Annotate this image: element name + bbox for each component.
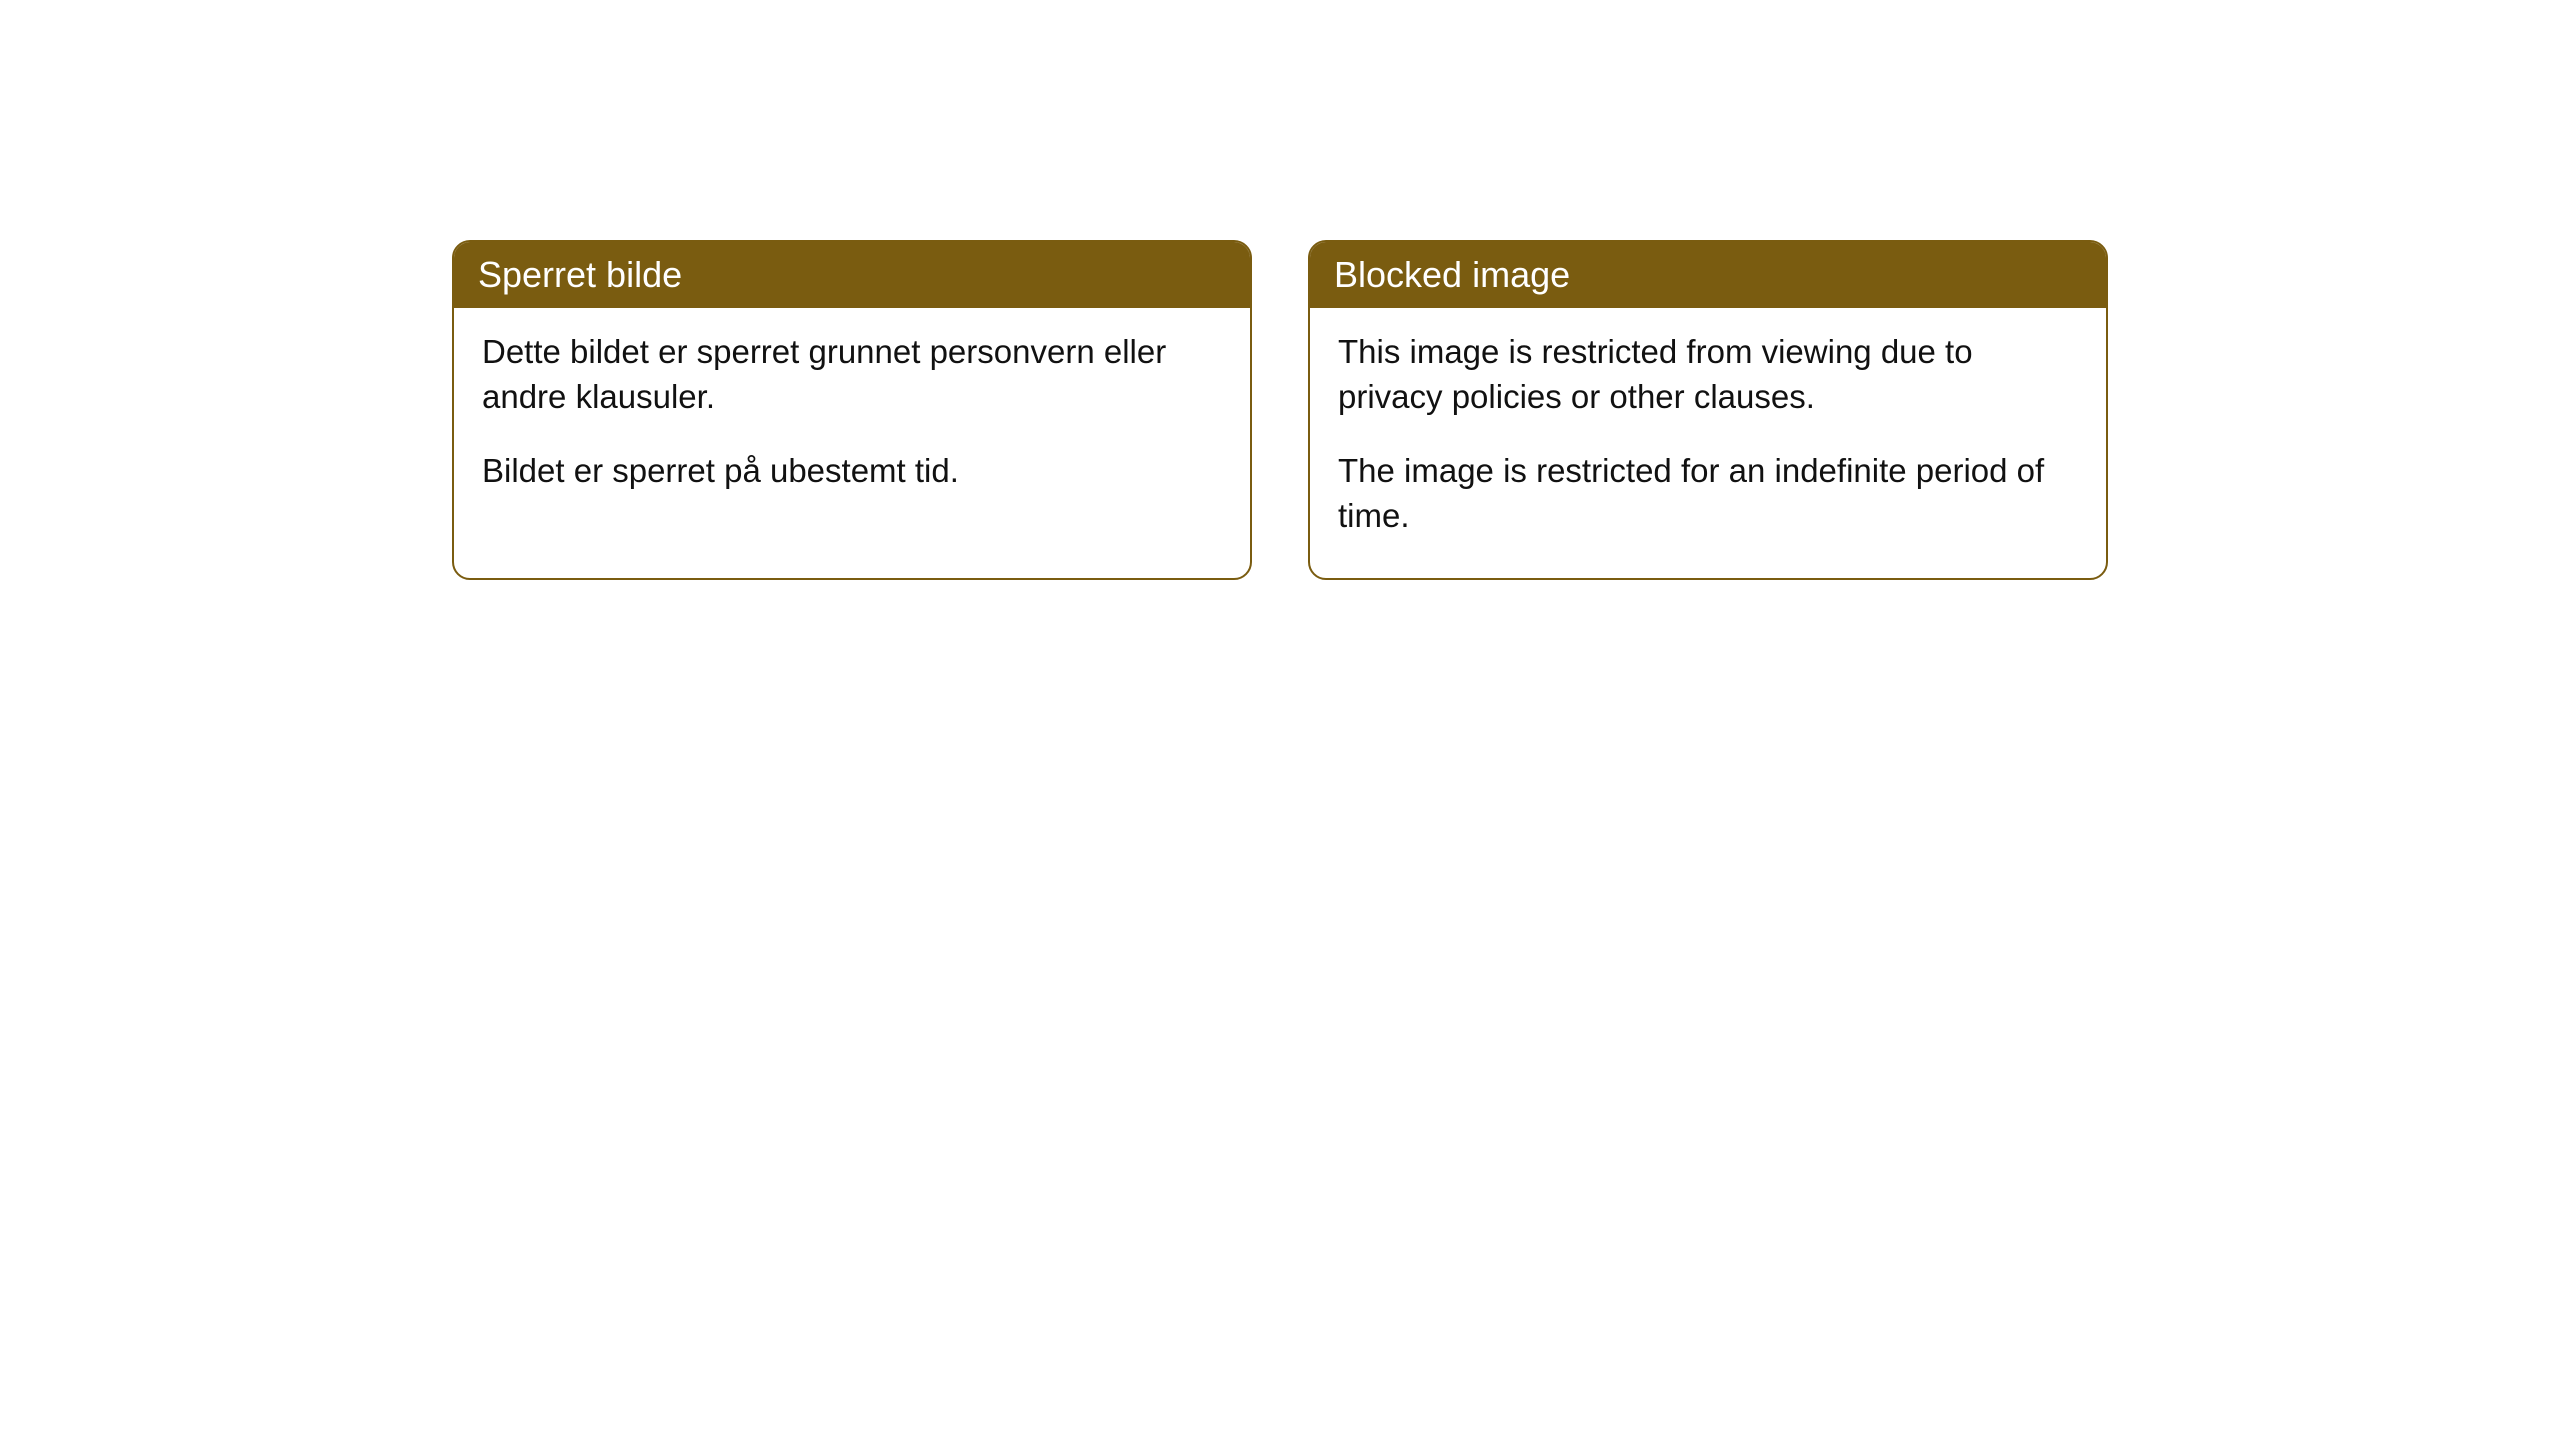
cards-container: Sperret bilde Dette bildet er sperret gr…: [452, 240, 2560, 580]
card-header-english: Blocked image: [1310, 242, 2106, 308]
card-body-norwegian: Dette bildet er sperret grunnet personve…: [454, 308, 1250, 534]
card-paragraph-1-english: This image is restricted from viewing du…: [1338, 330, 2078, 419]
card-paragraph-2-norwegian: Bildet er sperret på ubestemt tid.: [482, 449, 1222, 494]
notice-card-norwegian: Sperret bilde Dette bildet er sperret gr…: [452, 240, 1252, 580]
card-body-english: This image is restricted from viewing du…: [1310, 308, 2106, 578]
notice-card-english: Blocked image This image is restricted f…: [1308, 240, 2108, 580]
card-paragraph-1-norwegian: Dette bildet er sperret grunnet personve…: [482, 330, 1222, 419]
card-header-norwegian: Sperret bilde: [454, 242, 1250, 308]
card-paragraph-2-english: The image is restricted for an indefinit…: [1338, 449, 2078, 538]
